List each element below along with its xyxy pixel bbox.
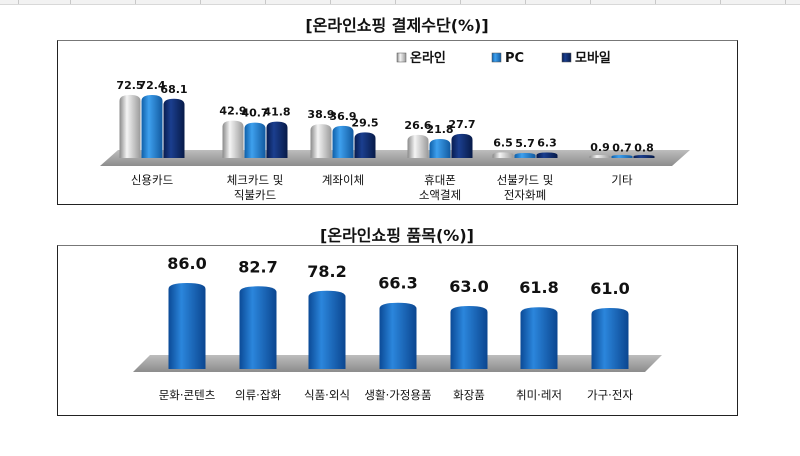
data-label: 68.1 [160,83,187,96]
chart-title-payment: [온라인쇼핑 결제수단(%)] [305,16,489,35]
data-label: 0.8 [634,141,654,154]
category-label: 취미·레저 [516,388,562,402]
legend-swatch [396,52,407,63]
category-label: 기타 [611,173,633,187]
data-label: 38.9 [307,108,334,121]
data-label: 78.2 [307,262,346,281]
data-label: 0.7 [612,141,632,154]
data-label: 26.6 [404,119,431,132]
data-label: 61.0 [590,279,629,298]
bar-모바일 [266,121,288,158]
bar-온라인 [119,94,141,158]
bar-온라인 [589,155,611,158]
legend-label: 모바일 [575,50,611,66]
category-label: 신용카드 [131,173,173,187]
legend-swatch [561,52,572,63]
category-label: 가구·전자 [587,388,633,402]
data-label: 5.7 [515,137,535,150]
data-label: 29.5 [351,116,378,129]
data-label: 21.8 [426,123,453,136]
spreadsheet-column-strip [0,0,800,5]
bar-온라인 [492,152,514,158]
bar-온라인 [407,134,429,158]
bar-취미·레저 [520,307,558,369]
data-label: 6.5 [493,136,513,149]
bar-온라인 [310,124,332,158]
bar-온라인 [222,120,244,158]
bar-의류·잡화 [239,286,277,369]
bar-화장품 [450,306,488,369]
bar-생활·가정용품 [379,302,417,369]
category-label: 선불카드 및 [497,173,554,187]
category-label: 계좌이체 [322,173,364,187]
category-label: 문화·콘텐츠 [159,388,216,402]
bar-PC [141,95,163,158]
data-label: 41.8 [263,106,290,119]
category-label: 화장품 [453,388,485,402]
data-label: 0.9 [590,141,610,154]
bar-PC [332,125,354,158]
legend-label: PC [505,51,524,66]
bar-가구·전자 [591,308,629,369]
category-label: 소액결제 [419,188,461,202]
category-label: 식품·외식 [304,388,350,402]
data-label: 86.0 [167,254,206,273]
legend-label: 온라인 [410,50,446,66]
data-label: 66.3 [378,274,417,293]
category-label: 전자화폐 [504,188,546,202]
bar-PC [514,153,536,158]
data-label: 40.7 [241,107,268,120]
data-label: 82.7 [238,257,277,276]
category-label: 의류·잡화 [235,388,281,402]
data-label: 61.8 [519,278,558,297]
bar-식품·외식 [308,290,346,369]
category-label: 직불카드 [234,188,276,202]
data-label: 42.9 [219,105,246,118]
bar-PC [611,155,633,158]
data-label: 72.4 [138,79,165,92]
bar-PC [429,139,451,158]
legend-swatch [491,52,502,63]
bar-모바일 [163,98,185,158]
data-label: 36.9 [329,110,356,123]
data-label: 6.3 [537,137,557,150]
data-label: 72.5 [116,79,143,92]
bar-문화·콘텐츠 [168,283,206,369]
category-label: 휴대폰 [424,173,456,187]
bar-모바일 [633,155,655,158]
bar-모바일 [536,152,558,158]
bar-모바일 [354,132,376,158]
category-label: 체크카드 및 [227,173,284,187]
data-label: 27.7 [448,118,475,131]
bar-모바일 [451,133,473,158]
category-label: 생활·가정용품 [364,388,431,402]
chart-title-items: [온라인쇼핑 품목(%)] [320,226,474,245]
bar-PC [244,122,266,158]
data-label: 63.0 [449,277,488,296]
